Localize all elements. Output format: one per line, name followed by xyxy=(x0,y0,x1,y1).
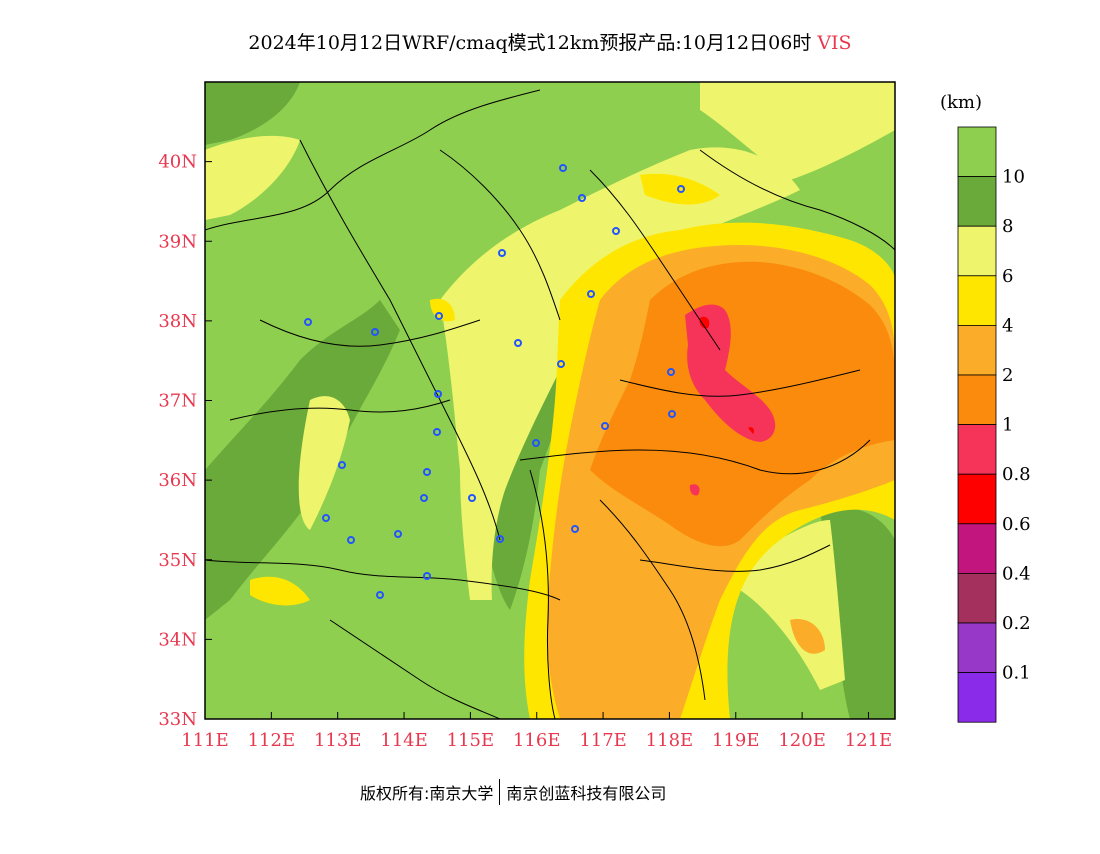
colorbar: 10 8 6 4 2 1 0.8 0.6 0.4 0.2 0.1 xyxy=(957,126,1031,723)
title-main: 2024年10月12日WRF/cmaq模式12km预报产品:10月12日06时 xyxy=(248,32,812,54)
vis-field-8-10 xyxy=(205,82,895,719)
colorbar-label: 0.8 xyxy=(1002,464,1031,485)
station-marker xyxy=(571,525,579,533)
colorbar-swatch xyxy=(957,622,997,673)
y-tick-label: 33N xyxy=(158,709,197,730)
station-marker xyxy=(498,249,506,257)
station-marker xyxy=(668,410,676,418)
stations xyxy=(304,164,685,599)
colorbar-swatch xyxy=(957,324,997,376)
vis-field-0.8-1 xyxy=(685,304,776,496)
station-marker xyxy=(435,312,443,320)
footer-divider xyxy=(499,779,501,805)
y-tick-label: 35N xyxy=(158,550,197,571)
station-marker xyxy=(612,227,620,235)
station-marker xyxy=(371,328,379,336)
colorbar-label: 1 xyxy=(1002,415,1013,436)
station-marker xyxy=(376,591,384,599)
colorbar-swatch xyxy=(957,374,997,425)
x-tick-label: 116E xyxy=(513,730,561,751)
footer-copyright: 版权所有:南京大学 xyxy=(360,784,494,803)
colorbar-swatch xyxy=(957,573,997,624)
station-marker xyxy=(304,318,312,326)
station-marker xyxy=(559,164,567,172)
station-marker xyxy=(514,339,522,347)
station-marker xyxy=(433,428,441,436)
colorbar-label: 8 xyxy=(1002,216,1013,237)
x-tick-label: 112E xyxy=(248,730,296,751)
x-tick-label: 120E xyxy=(778,730,826,751)
map-panel xyxy=(205,82,895,719)
x-tick-label: 114E xyxy=(380,730,428,751)
vis-field-6-8 xyxy=(205,82,895,690)
colorbar-label: 10 xyxy=(1002,167,1025,188)
colorbar-label: 6 xyxy=(1002,266,1013,287)
x-tick-label: 118E xyxy=(646,730,694,751)
colorbar-label: 0.6 xyxy=(1002,514,1031,535)
station-marker xyxy=(347,536,355,544)
station-marker xyxy=(420,494,428,502)
colorbar-swatch xyxy=(957,473,997,525)
colorbar-label: 4 xyxy=(1002,315,1013,336)
x-tick-label: 117E xyxy=(579,730,627,751)
station-marker xyxy=(394,530,402,538)
station-marker xyxy=(667,368,675,376)
title-variable: VIS xyxy=(817,32,852,54)
x-tick-label: 115E xyxy=(447,730,495,751)
y-tick-label: 34N xyxy=(158,629,197,650)
colorbar-swatch xyxy=(957,523,997,574)
station-marker xyxy=(468,494,476,502)
y-tick-label: 39N xyxy=(158,231,197,252)
station-marker xyxy=(587,290,595,298)
map-title: 2024年10月12日WRF/cmaq模式12km预报产品:10月12日06时 V… xyxy=(0,28,1100,55)
colorbar-swatch xyxy=(957,275,997,326)
footer-company: 南京创蓝科技有限公司 xyxy=(506,784,667,803)
x-tick-label: 121E xyxy=(845,730,893,751)
station-marker xyxy=(578,194,586,202)
station-marker xyxy=(423,468,431,476)
colorbar-label: 0.4 xyxy=(1002,563,1031,584)
station-marker xyxy=(434,390,442,398)
station-marker xyxy=(677,185,685,193)
station-marker xyxy=(423,572,431,580)
x-tick-label: 111E xyxy=(181,730,229,751)
y-tick-label: 40N xyxy=(158,152,197,173)
station-marker xyxy=(322,514,330,522)
x-tick-label: 119E xyxy=(712,730,760,751)
station-marker xyxy=(338,461,346,469)
x-tick-label: 113E xyxy=(314,730,362,751)
colorbar-label: 0.1 xyxy=(1002,663,1031,684)
colorbar-unit: (km) xyxy=(940,92,982,113)
colorbar-swatch xyxy=(957,176,997,227)
colorbar-label: 2 xyxy=(1002,365,1013,386)
y-axis: 33N 34N 35N 36N 37N 38N 39N 40N xyxy=(158,152,212,730)
colorbar-swatch xyxy=(957,424,997,475)
colorbar-swatch xyxy=(957,225,997,277)
station-marker xyxy=(496,535,504,543)
colorbar-label: 0.2 xyxy=(1002,613,1031,634)
colorbar-swatch xyxy=(957,672,997,723)
y-tick-label: 36N xyxy=(158,470,197,491)
colorbar-swatch xyxy=(957,126,997,177)
footer-credit: 版权所有:南京大学 南京创蓝科技有限公司 xyxy=(360,778,666,806)
station-marker xyxy=(532,439,540,447)
x-axis: 111E 112E 113E 114E 115E 116E 117E 118E 119E 120E… xyxy=(181,712,892,751)
y-tick-label: 38N xyxy=(158,311,197,332)
y-tick-label: 37N xyxy=(158,391,197,412)
boundaries xyxy=(205,89,895,719)
station-marker xyxy=(557,360,565,368)
station-marker xyxy=(601,422,609,430)
